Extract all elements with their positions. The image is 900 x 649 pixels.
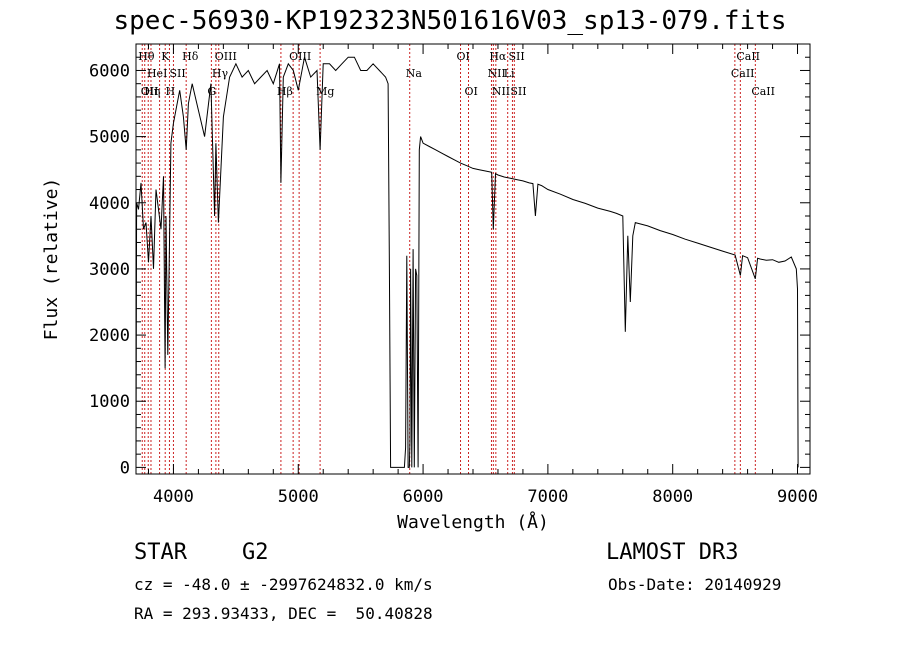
y-tick-label: 0 — [120, 458, 130, 478]
x-tick-label: 4000 — [153, 487, 194, 507]
survey-name: LAMOST DR3 — [606, 540, 739, 565]
y-tick-label: 3000 — [89, 260, 130, 280]
marker-label: CaII — [751, 85, 775, 98]
x-axis-ticks: 4000 5000 6000 7000 8000 9000 — [147, 44, 818, 507]
marker-label: Na — [406, 67, 423, 80]
x-axis-label: Wavelength (Å) — [397, 511, 549, 533]
x-tick-label: 6000 — [403, 487, 444, 507]
marker-label: Hθ — [138, 50, 155, 63]
marker-label: Hα — [489, 50, 507, 63]
chart-title: spec-56930-KP192323N501616V03_sp13-079.f… — [113, 6, 787, 36]
y-tick-label: 4000 — [89, 194, 130, 214]
marker-label: K — [161, 50, 170, 63]
marker-label: OIII — [215, 50, 237, 63]
y-axis-label: Flux (relative) — [41, 178, 62, 341]
x-tick-label: 8000 — [652, 487, 693, 507]
marker-label: HeI — [147, 67, 167, 80]
marker-label: SII — [169, 67, 185, 80]
marker-label: OI — [465, 85, 478, 98]
marker-label: SII — [510, 85, 526, 98]
marker-label: Hη — [144, 85, 160, 98]
line-markers — [141, 44, 756, 474]
plot-frame — [135, 43, 811, 475]
object-subclass: G2 — [242, 540, 269, 565]
spectrum-line — [135, 56, 799, 468]
marker-label: G — [207, 85, 216, 98]
y-tick-label: 1000 — [89, 392, 130, 412]
marker-label: CaII — [736, 50, 760, 63]
marker-label: Li — [504, 67, 515, 80]
y-tick-label: 5000 — [89, 128, 130, 148]
y-tick-label: 6000 — [89, 61, 130, 81]
marker-label: NII — [492, 85, 510, 98]
marker-label: OII — [141, 85, 159, 98]
y-axis-ticks: 0 1000 2000 3000 4000 5000 6000 — [89, 43, 810, 478]
y-tick-label: 2000 — [89, 326, 130, 346]
redshift-text: cz = -48.0 ± -2997624832.0 km/s — [134, 575, 433, 594]
marker-label: NII — [487, 67, 505, 80]
x-tick-label: 9000 — [777, 487, 818, 507]
obs-date-text: Obs-Date: 20140929 — [608, 575, 782, 594]
marker-label: OIII — [289, 50, 311, 63]
object-class: STAR — [134, 540, 187, 565]
marker-label: CaII — [731, 67, 755, 80]
marker-label: H — [165, 85, 175, 98]
marker-label: Hβ — [277, 85, 293, 98]
x-tick-label: 5000 — [278, 487, 319, 507]
marker-label: SII — [508, 50, 524, 63]
coordinates-text: RA = 293.93433, DEC = 50.40828 — [134, 604, 433, 623]
marker-label: Hγ — [212, 67, 229, 80]
marker-label: Hδ — [182, 50, 199, 63]
marker-label: Mg — [316, 85, 334, 98]
marker-label: OI — [457, 50, 470, 63]
x-tick-label: 7000 — [527, 487, 568, 507]
